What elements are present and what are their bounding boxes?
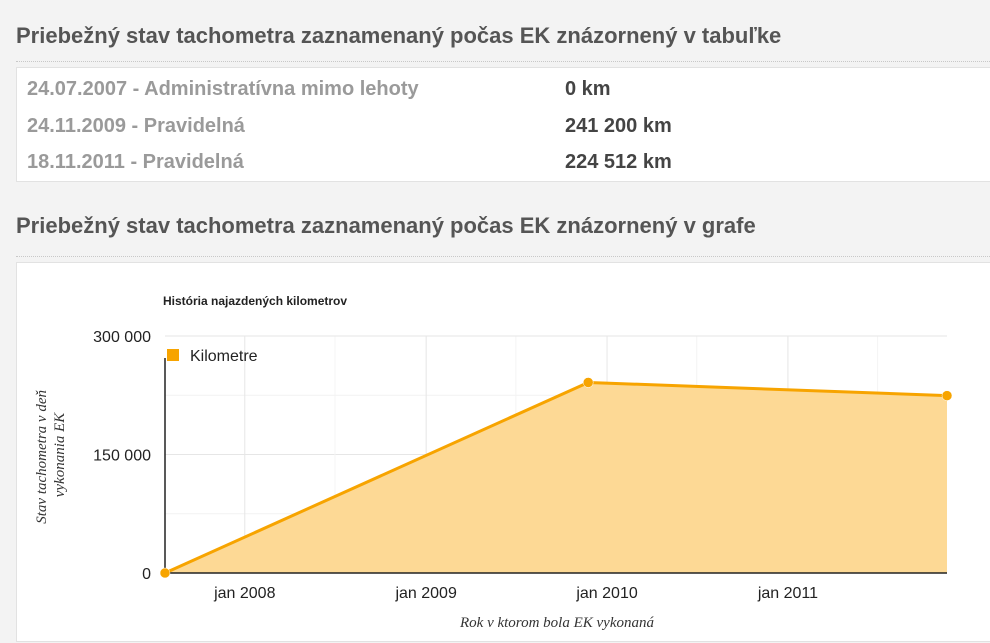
- y-tick-label: 150 000: [93, 448, 151, 465]
- legend-swatch: [167, 349, 179, 361]
- inspection-date: 24.07.2007 - Administratívna mimo lehoty: [27, 78, 419, 100]
- table-section-title: Priebežný stav tachometra zaznamenaný po…: [16, 23, 782, 48]
- mileage-chart: História najazdených kilometrov 0 150 000…: [34, 294, 953, 631]
- data-point: [941, 390, 953, 401]
- chart-legend[interactable]: Kilometre: [167, 348, 258, 365]
- chart-panel: História najazdených kilometrov 0 150 000…: [16, 262, 990, 642]
- legend-label: Kilometre: [190, 348, 258, 365]
- x-tick-label: jan 2009: [394, 585, 456, 602]
- y-tick-labels: 0 150 000 300 000: [93, 329, 151, 583]
- inspection-date: 24.11.2009 - Pravidelná: [27, 115, 245, 137]
- x-axis-label: Rok v ktorom bola EK vykonaná: [459, 615, 654, 631]
- divider: [16, 256, 990, 257]
- chart-area-series: [164, 380, 948, 575]
- x-tick-labels: jan 2008 jan 2009 jan 2010 jan 2011: [213, 585, 818, 602]
- y-axis-label: Stav tachometra v deň vykonania EK: [34, 386, 68, 523]
- data-point: [159, 567, 171, 579]
- y-axis-label-line: vykonania EK: [52, 412, 68, 498]
- chart-points: [159, 377, 953, 579]
- divider: [16, 61, 990, 62]
- chart-title: História najazdených kilometrov: [163, 294, 347, 308]
- area-fill: [165, 382, 947, 573]
- mileage-value: 241 200 km: [565, 115, 672, 137]
- x-tick-label: jan 2011: [757, 585, 818, 602]
- y-tick-label: 300 000: [93, 329, 151, 346]
- mileage-value: 0 km: [565, 78, 611, 100]
- y-axis-label-line: Stav tachometra v deň: [34, 390, 50, 524]
- chart-axes: [164, 358, 947, 574]
- x-tick-label: jan 2010: [575, 585, 637, 602]
- mileage-value: 224 512 km: [565, 151, 672, 173]
- y-tick-label: 0: [142, 566, 151, 583]
- mileage-table: 24.07.2007 - Administratívna mimo lehoty…: [16, 67, 990, 182]
- data-point: [582, 377, 594, 388]
- x-tick-label: jan 2008: [213, 585, 275, 602]
- chart-section-title: Priebežný stav tachometra zaznamenaný po…: [16, 213, 756, 238]
- inspection-date: 18.11.2011 - Pravidelná: [27, 151, 244, 173]
